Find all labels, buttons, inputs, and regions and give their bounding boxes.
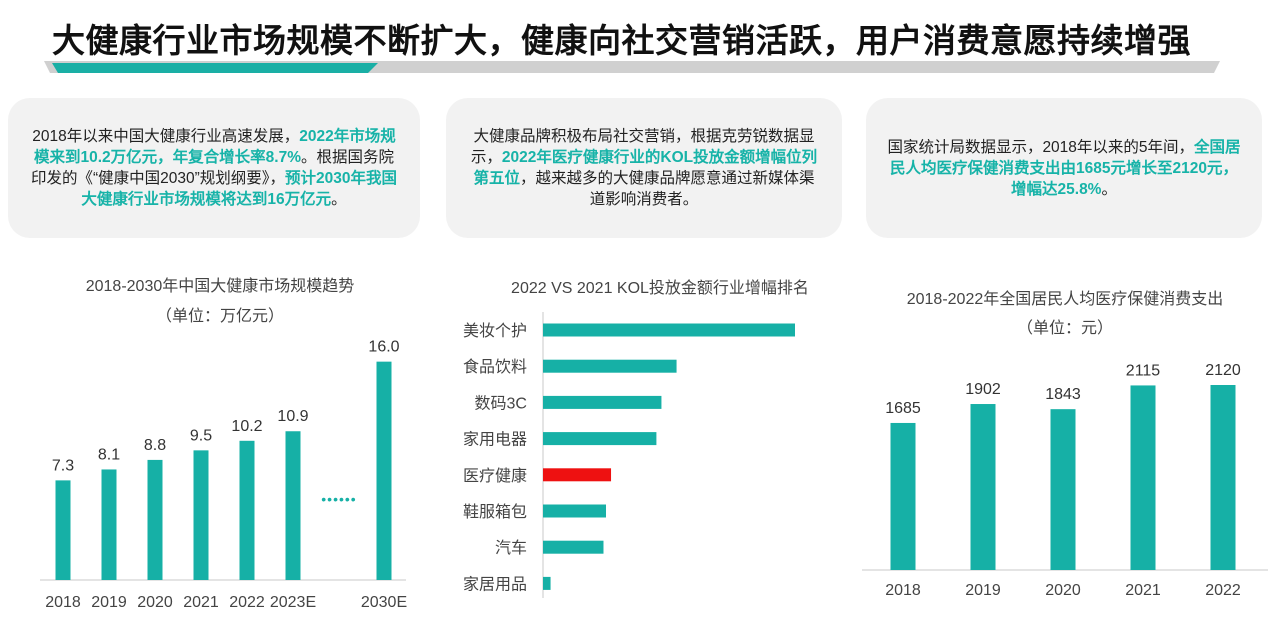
- data-label: 2120: [1205, 362, 1241, 379]
- data-label: 9.5: [190, 427, 212, 444]
- title-underline: [44, 61, 1220, 73]
- card-highlight-text: 全国居民人均医疗保健消费支出由1685元增长至2120元，增幅达25.8%: [890, 138, 1241, 198]
- data-label: 16.0: [368, 339, 399, 356]
- x-tick-label: 2021: [1125, 582, 1161, 599]
- card-highlight-text: 预计2030年我国大健康行业市场规模将达到16万亿元: [81, 170, 398, 208]
- card-body-text: 大健康品牌积极布局社交营销，根据克劳锐数据显示，: [470, 128, 815, 166]
- data-label: 8.1: [98, 446, 120, 463]
- bar: [543, 540, 604, 554]
- bar: [543, 576, 551, 590]
- bar: [543, 323, 795, 337]
- bar: [193, 450, 209, 580]
- category-label: 汽车: [495, 539, 527, 557]
- bar: [543, 504, 606, 518]
- x-tick-label: 2019: [91, 594, 127, 611]
- data-label: 1843: [1045, 386, 1081, 403]
- x-tick-label: 2020: [1045, 582, 1081, 599]
- card-highlight-text: 2022年医疗健康行业的KOL投放金额增幅位列第五位: [473, 149, 818, 187]
- market-size-chart: 7.3 2018 8.1 2019 8.8 2020 9.5 2021 10.2 2022 10.9…: [40, 339, 407, 611]
- data-label: 8.8: [144, 437, 166, 454]
- bar: [543, 432, 657, 446]
- category-label: 医疗健康: [463, 467, 527, 485]
- card-body-text: 。: [1101, 180, 1117, 198]
- chart2-title: 2022 VS 2021 KOL投放金额行业增幅排名: [511, 280, 809, 297]
- card-body-text: 2018年以来中国大健康行业高速发展，: [32, 128, 300, 145]
- healthcare-spending-chart: 1685 2018 1902 2019 1843 2020 2115 2021 2120 2022: [862, 362, 1268, 599]
- data-label: 7.3: [52, 457, 74, 474]
- bar: [1050, 409, 1076, 570]
- category-label: 鞋服箱包: [463, 503, 527, 521]
- card-text: 国家统计局数据显示，2018年以来的5年间，全国居民人均医疗保健消费支出由168…: [886, 137, 1242, 200]
- bar: [285, 431, 301, 580]
- x-tick-label: 2018: [885, 582, 921, 599]
- data-label: 2115: [1126, 362, 1161, 379]
- chart1-subtitle: （单位：万亿元）: [155, 308, 284, 325]
- x-tick-label: 2030E: [361, 594, 407, 611]
- card-body-text: 。根据国务院印发的《“健康中国2030”规划纲要》，: [30, 149, 394, 187]
- bar: [543, 359, 677, 373]
- chart1-title: 2018-2030年中国大健康市场规模趋势: [85, 278, 355, 295]
- card-highlight-text: 2022年市场规模来到10.2万亿元，年复合增长率8.7%: [33, 128, 396, 166]
- x-tick-label: 2022: [1205, 582, 1241, 599]
- summary-card-kol: 大健康品牌积极布局社交营销，根据克劳锐数据显示，2022年医疗健康行业的KOL投…: [446, 98, 842, 238]
- bar: [101, 469, 117, 580]
- card-body-text: ，越来越多的大健康品牌愿意通过新媒体渠道影响消费者。: [520, 170, 815, 208]
- category-label: 美妆个护: [463, 322, 527, 340]
- bar: [890, 422, 916, 570]
- category-label: 食品饮料: [463, 358, 527, 376]
- data-label: 1685: [885, 400, 921, 417]
- chart3-title: 2018-2022年全国居民人均医疗保健消费支出: [906, 291, 1224, 308]
- x-tick-label: 2022: [229, 594, 265, 611]
- page-title: 大健康行业市场规模不断扩大，健康向社交营销活跃，用户消费意愿持续增强: [52, 21, 1191, 60]
- x-tick-label: 2020: [137, 594, 173, 611]
- x-tick-label: 2018: [45, 594, 81, 611]
- bar: [970, 404, 996, 570]
- gap-marker: ••••••: [321, 491, 356, 507]
- chart3-subtitle: （单位：元）: [1016, 320, 1113, 337]
- category-label: 家居用品: [463, 575, 527, 593]
- bar: [376, 361, 392, 580]
- bar: [1130, 385, 1156, 570]
- summary-card-spending: 国家统计局数据显示，2018年以来的5年间，全国居民人均医疗保健消费支出由168…: [866, 98, 1262, 238]
- category-label: 数码3C: [475, 394, 527, 412]
- x-tick-label: 2021: [183, 594, 219, 611]
- data-label: 10.9: [277, 408, 308, 425]
- bar: [147, 459, 163, 580]
- bar: [543, 468, 612, 482]
- card-body-text: 国家统计局数据显示，2018年以来的5年间，: [887, 138, 1195, 156]
- bar: [55, 480, 71, 580]
- data-label: 10.2: [231, 418, 262, 435]
- x-tick-label: 2023E: [270, 594, 316, 611]
- card-text: 2018年以来中国大健康行业高速发展，2022年市场规模来到10.2万亿元，年复…: [28, 126, 400, 210]
- data-label: 1902: [965, 381, 1001, 398]
- category-label: 家用电器: [463, 431, 527, 449]
- bar: [239, 440, 255, 580]
- card-body-text: 。: [331, 191, 347, 208]
- x-tick-label: 2019: [965, 582, 1001, 599]
- bar: [543, 395, 662, 409]
- card-text: 大健康品牌积极布局社交营销，根据克劳锐数据显示，2022年医疗健康行业的KOL投…: [466, 126, 822, 210]
- bar: [1210, 385, 1236, 570]
- summary-card-market: 2018年以来中国大健康行业高速发展，2022年市场规模来到10.2万亿元，年复…: [8, 98, 420, 238]
